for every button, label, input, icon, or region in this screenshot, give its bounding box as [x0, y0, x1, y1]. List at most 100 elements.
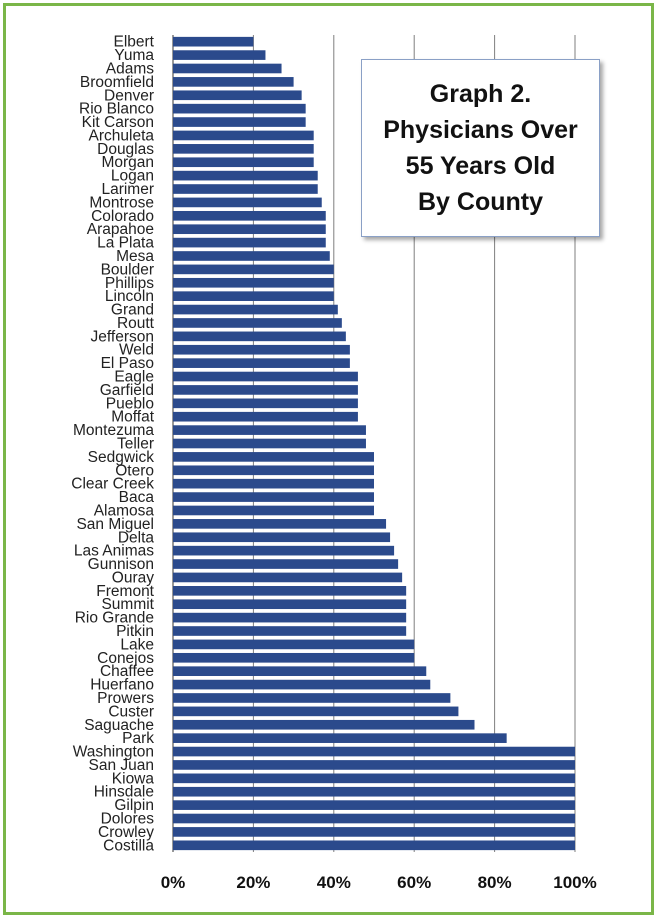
- bars: [173, 36, 575, 851]
- category-label: Morgan: [101, 154, 154, 171]
- bar: [173, 813, 575, 824]
- category-label: Custer: [108, 703, 154, 720]
- bar: [173, 144, 314, 154]
- bar: [173, 599, 407, 610]
- category-label: Pueblo: [106, 395, 154, 412]
- category-label: Colorado: [91, 208, 154, 225]
- category-label: Sedgwick: [88, 449, 155, 466]
- bar: [173, 36, 254, 47]
- title-line-2: Physicians Over: [383, 115, 578, 144]
- bar: [173, 532, 391, 543]
- category-label: Pitkin: [116, 623, 154, 640]
- bar: [173, 50, 266, 60]
- bar: [173, 693, 451, 703]
- category-label: Arapahoe: [87, 221, 154, 238]
- category-label: Prowers: [97, 690, 154, 707]
- bar: [173, 492, 374, 502]
- bar: [173, 719, 475, 730]
- category-label: Garfield: [100, 382, 154, 399]
- bar: [173, 572, 403, 583]
- category-label: Denver: [104, 87, 154, 104]
- bar: [173, 157, 314, 168]
- category-label: Ouray: [112, 569, 154, 586]
- category-label: Grand: [111, 302, 154, 319]
- category-label: Saguache: [84, 717, 154, 734]
- category-label: Teller: [117, 436, 154, 453]
- category-label: Broomfield: [80, 74, 154, 91]
- bar: [173, 840, 575, 851]
- category-label: Douglas: [97, 141, 154, 158]
- category-label: El Paso: [101, 355, 154, 372]
- x-tick-label: 20%: [236, 873, 270, 892]
- bar: [173, 197, 322, 208]
- bar: [173, 398, 358, 409]
- category-label: Rio Grande: [75, 610, 154, 627]
- category-label: Boulder: [101, 261, 154, 278]
- category-label: Kit Carson: [82, 114, 154, 131]
- x-axis-tick-labels: 0% 20% 40% 60% 80% 100%: [161, 873, 597, 892]
- category-label: Huerfano: [90, 677, 154, 694]
- category-label: Eagle: [114, 369, 154, 386]
- bar: [173, 760, 575, 770]
- bar: [173, 800, 575, 810]
- bar: [173, 344, 350, 355]
- title-line-1: Graph 2.: [429, 79, 532, 108]
- category-label: Baca: [119, 489, 155, 506]
- bar: [173, 639, 415, 650]
- category-label: Adams: [106, 60, 154, 77]
- category-label: Logan: [111, 168, 154, 185]
- bar: [173, 224, 326, 235]
- bar: [173, 103, 306, 114]
- category-label: Larimer: [101, 181, 154, 198]
- category-label: Mesa: [116, 248, 154, 265]
- bar: [173, 706, 459, 717]
- category-label: San Miguel: [76, 516, 154, 533]
- bar: [173, 559, 399, 569]
- bar: [173, 452, 374, 462]
- bar: [173, 827, 575, 837]
- category-label: Montrose: [89, 194, 154, 211]
- category-label: Chaffee: [100, 663, 154, 680]
- category-label: Alamosa: [94, 502, 155, 519]
- category-label: Fremont: [96, 583, 154, 600]
- bar: [173, 612, 407, 623]
- bar: [173, 63, 282, 74]
- category-label: Gunnison: [88, 556, 154, 573]
- category-label: Gilpin: [114, 797, 154, 814]
- bar: [173, 626, 407, 636]
- category-label: Crowley: [98, 824, 154, 841]
- bar: [173, 746, 575, 757]
- chart-title-box: Graph 2. Physicians Over 55 Years Old By…: [361, 59, 600, 237]
- bar: [173, 237, 326, 248]
- bar: [173, 411, 358, 422]
- bar: [173, 251, 330, 261]
- x-tick-label: 100%: [553, 873, 596, 892]
- category-label: Moffat: [111, 409, 154, 426]
- bar: [173, 277, 334, 288]
- bar: [173, 318, 342, 328]
- bar: [173, 679, 431, 690]
- bar: [173, 773, 575, 784]
- bar: [173, 519, 387, 529]
- category-label: Yuma: [114, 47, 154, 64]
- title-line-3: 55 Years Old: [405, 152, 556, 180]
- category-label: Lincoln: [105, 288, 154, 305]
- bar: [173, 291, 334, 301]
- category-label: Dolores: [101, 811, 155, 828]
- bar: [173, 331, 346, 342]
- category-label: Las Animas: [74, 543, 154, 560]
- category-label: Costilla: [103, 837, 154, 854]
- category-label: Archuleta: [89, 127, 155, 144]
- category-label: Elbert: [114, 34, 155, 51]
- category-label: Phillips: [105, 275, 154, 292]
- category-label: Otero: [115, 462, 154, 479]
- category-label: Hinsdale: [94, 784, 154, 801]
- category-label: Park: [122, 730, 154, 747]
- category-label: La Plata: [97, 235, 154, 252]
- bar: [173, 210, 326, 221]
- x-tick-label: 60%: [397, 873, 431, 892]
- category-label: Clear Creek: [71, 476, 154, 493]
- category-label: Rio Blanco: [79, 101, 154, 118]
